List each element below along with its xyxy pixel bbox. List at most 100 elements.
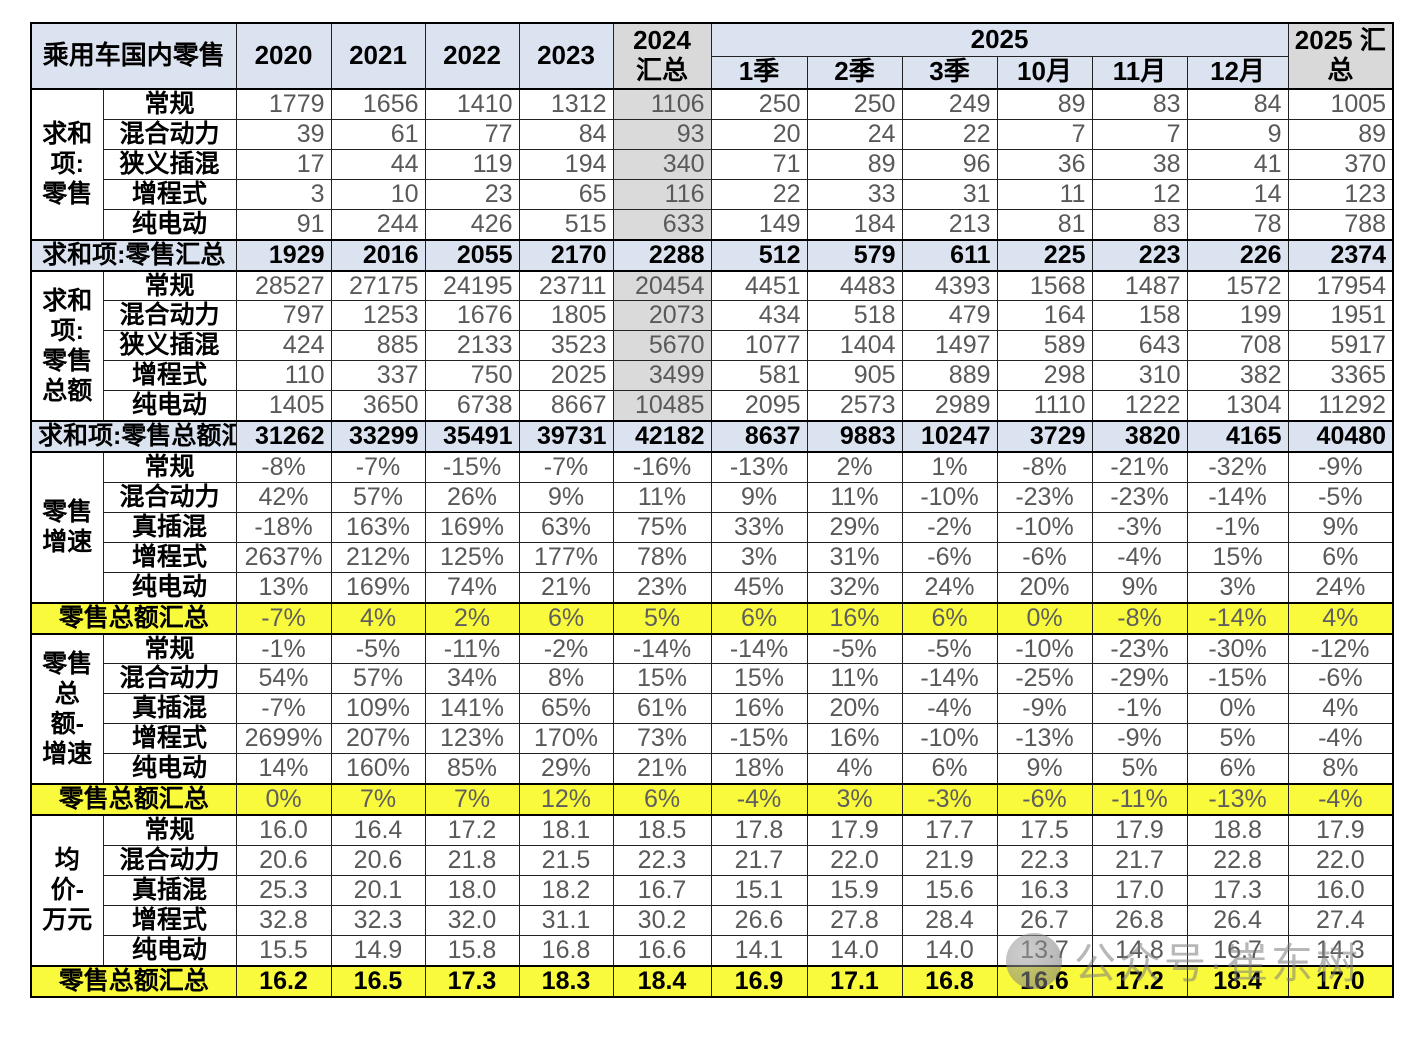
summary-cell: 6% [518,601,614,635]
cell: 32.3 [330,904,426,936]
summary-cell: 35491 [424,420,520,453]
cell: -7% [235,693,332,725]
cell: 4% [806,753,903,785]
cell: 78% [612,541,712,573]
row-label: 纯电动 [102,753,237,785]
summary-row-label: 零售总额汇总 [30,964,237,998]
cell: -30% [1186,632,1289,665]
summary-cell: 3729 [996,420,1093,453]
cell: 61% [612,693,712,725]
cell: 1404 [806,330,903,362]
summary-cell: 2374 [1287,238,1394,272]
cell: -14% [901,663,998,695]
cell: 7 [996,118,1093,150]
cell: 5% [1186,723,1289,755]
cell: 10 [330,178,426,210]
row-label: 狭义插混 [102,148,237,180]
cell: 84 [1186,87,1289,120]
table-row: 零售增速 常规 -8% -7% -15% -7% -16% -13% 2% 1% -8% -21% -3… [30,450,1394,603]
cell: 18.5 [612,813,712,846]
summary-cell: -7% [235,601,332,635]
cell: 15.9 [806,874,903,906]
cell: 14% [235,753,332,785]
table-row: 增程式 2637% 212% 125% 177% 78% 3% 31% -6% -6% -4% 15%… [31,541,1394,573]
summary-cell: 579 [806,238,903,272]
table-row: 狭义插混 17 44 119 194 340 71 89 96 36 38 41 370 [31,148,1394,180]
cell: 158 [1091,300,1188,332]
cell: 3365 [1287,360,1394,392]
cell: 5% [1091,753,1188,785]
summary-cell: 18.4 [1186,964,1289,998]
cell: 1779 [235,87,332,120]
cell: 244 [330,208,426,241]
cell: 24195 [424,269,520,302]
cell: 16.7 [1186,934,1289,967]
row-label: 常规 [102,450,237,483]
cell: 212% [330,541,426,573]
cell: 25.3 [235,874,332,906]
cell: 4393 [901,269,998,302]
summary-cell: 6% [710,601,808,635]
cell: 16.8 [518,934,614,967]
cell: 20.6 [235,844,332,876]
cell: 21.5 [518,844,614,876]
cell: -21% [1091,450,1188,483]
cell: 73% [612,723,712,755]
cell: 85% [424,753,520,785]
summary-cell: 16.9 [710,964,808,998]
summary-cell: -8% [1091,601,1188,635]
cell: 20% [996,571,1093,604]
summary-cell: -14% [1186,601,1289,635]
col-header-oct: 10月 [996,55,1093,90]
cell: 20 [710,118,808,150]
cell: 24% [901,571,998,604]
cell: 9% [1091,571,1188,604]
cell: 26% [424,481,520,513]
cell: 337 [330,360,426,392]
cell: 889 [901,360,998,392]
cell: -9% [1287,450,1394,483]
cell: 589 [996,330,1093,362]
cell: 424 [235,330,332,362]
cell: 708 [1186,330,1289,362]
row-label: 混合动力 [102,663,237,695]
cell: 17.2 [424,813,520,846]
cell: 1106 [612,87,712,120]
col-header-2022: 2022 [424,22,520,90]
table-row: 求和项:零售 常规 1779 1656 1410 1312 1106 250 250 249 89 8… [30,87,1394,240]
cell: 22.0 [806,844,903,876]
summary-cell: 17.2 [1091,964,1188,998]
cell: 57% [330,481,426,513]
cell: 10485 [612,390,712,422]
cell: 797 [235,300,332,332]
cell: -18% [235,511,332,543]
cell: -10% [901,481,998,513]
cell: 21.8 [424,844,520,876]
cell: 1253 [330,300,426,332]
cell: 515 [518,208,614,241]
cell: 32% [806,571,903,604]
cell: 14.9 [330,934,426,967]
cell: 17.0 [1091,874,1188,906]
summary-row-label: 求和项:零售总额汇 [30,420,237,453]
cell: 3% [1186,571,1289,604]
cell: 1951 [1287,300,1394,332]
cell: 16% [710,693,808,725]
summary-cell: 4165 [1186,420,1289,453]
cell: -9% [996,693,1093,725]
cell: 31% [806,541,903,573]
cell: 9% [518,481,614,513]
cell: 116 [612,178,712,210]
cell: -4% [1287,723,1394,755]
summary-row: 零售总额汇总 0% 7% 7% 12% 6% -4% 3% -3% -6% -11% -13% -4% [30,783,1394,816]
cell: 8% [1287,753,1394,785]
table-row: 增程式 110 337 750 2025 3499 581 905 889 298 310 382 33… [31,360,1394,392]
cell: 123% [424,723,520,755]
cell: 250 [710,87,808,120]
cell: 14.1 [710,934,808,967]
summary-row-label: 求和项:零售汇总 [30,238,237,272]
cell: 45% [710,571,808,604]
cell: 22.0 [1287,844,1394,876]
cell: -25% [996,663,1093,695]
